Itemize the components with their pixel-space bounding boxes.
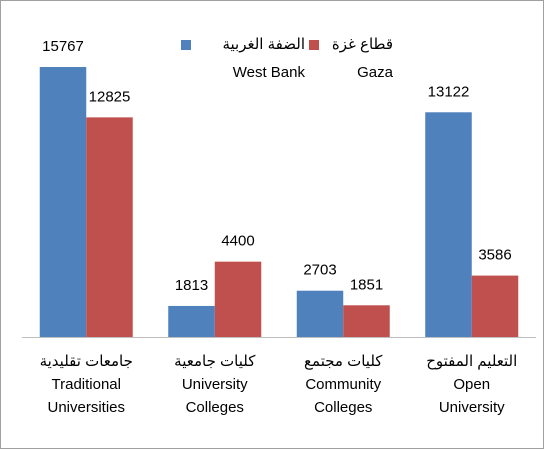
x-tick-label: University bbox=[182, 376, 248, 393]
legend-label: قطاع غزة bbox=[332, 36, 393, 53]
x-tick-label: Traditional bbox=[52, 376, 121, 393]
x-tick-label: Community bbox=[305, 376, 381, 393]
bar bbox=[343, 305, 390, 337]
x-tick-label: Colleges bbox=[186, 399, 244, 416]
value-label: 1813 bbox=[175, 277, 208, 294]
bar bbox=[214, 261, 262, 337]
bar bbox=[471, 275, 519, 337]
value-label: 2703 bbox=[303, 262, 336, 279]
bar bbox=[86, 117, 133, 337]
bar bbox=[425, 112, 472, 337]
x-tick-label: كليات مجتمع bbox=[304, 353, 383, 370]
x-tick-label: جامعات تقليدية bbox=[40, 353, 133, 370]
value-label: 12825 bbox=[89, 88, 131, 105]
legend-swatch bbox=[181, 40, 191, 50]
x-tick-label: Open bbox=[453, 376, 490, 393]
value-label: 4400 bbox=[221, 233, 254, 250]
bar bbox=[296, 290, 344, 337]
x-tick-label: University bbox=[439, 399, 505, 416]
legend-label: الضفة الغربية bbox=[222, 36, 305, 53]
bar bbox=[39, 66, 87, 338]
legend-label: West Bank bbox=[233, 64, 306, 81]
value-label: 3586 bbox=[478, 247, 511, 264]
x-tick-label: التعليم المفتوح bbox=[426, 353, 517, 370]
value-label: 15767 bbox=[42, 38, 84, 55]
x-tick-label: كليات جامعية bbox=[174, 353, 256, 370]
x-tick-label: Universities bbox=[47, 399, 125, 416]
value-label: 13122 bbox=[428, 83, 470, 100]
legend-label: Gaza bbox=[357, 64, 394, 81]
legend-swatch bbox=[309, 40, 319, 50]
x-tick-label: Colleges bbox=[314, 399, 372, 416]
value-label: 1851 bbox=[350, 276, 383, 293]
bar bbox=[168, 305, 215, 337]
